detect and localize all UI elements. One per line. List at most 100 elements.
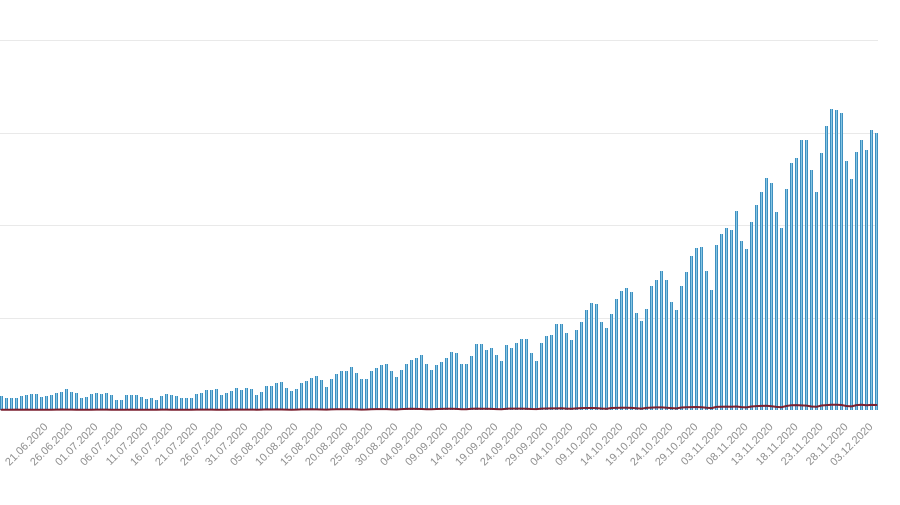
case-bar[interactable] <box>645 309 648 410</box>
case-bar[interactable] <box>530 353 533 410</box>
case-bar[interactable] <box>390 371 393 410</box>
case-bar[interactable] <box>780 228 783 410</box>
case-bar[interactable] <box>835 110 838 410</box>
case-bar[interactable] <box>535 361 538 410</box>
case-bar[interactable] <box>450 352 453 410</box>
case-bar[interactable] <box>0 396 3 410</box>
case-bar[interactable] <box>120 400 123 410</box>
case-bar[interactable] <box>790 163 793 410</box>
case-bar[interactable] <box>720 234 723 410</box>
case-bar[interactable] <box>700 247 703 410</box>
case-bar[interactable] <box>360 379 363 410</box>
case-bar[interactable] <box>750 222 753 410</box>
case-bar[interactable] <box>815 192 818 410</box>
case-bar[interactable] <box>20 396 23 410</box>
case-bar[interactable] <box>190 398 193 410</box>
case-bar[interactable] <box>570 340 573 410</box>
case-bar[interactable] <box>870 130 873 410</box>
case-bar[interactable] <box>350 367 353 410</box>
case-bar[interactable] <box>260 392 263 410</box>
case-bar[interactable] <box>505 345 508 410</box>
case-bar[interactable] <box>375 368 378 410</box>
case-bar[interactable] <box>620 291 623 410</box>
case-bar[interactable] <box>670 302 673 410</box>
case-bar[interactable] <box>15 398 18 410</box>
case-bar[interactable] <box>245 388 248 410</box>
case-bar[interactable] <box>695 248 698 410</box>
case-bar[interactable] <box>140 397 143 410</box>
case-bar[interactable] <box>200 393 203 410</box>
case-bar[interactable] <box>735 211 738 410</box>
case-bar[interactable] <box>840 113 843 410</box>
case-bar[interactable] <box>590 303 593 410</box>
case-bar[interactable] <box>685 272 688 410</box>
case-bar[interactable] <box>170 395 173 410</box>
case-bar[interactable] <box>610 314 613 410</box>
case-bar[interactable] <box>805 140 808 410</box>
case-bar[interactable] <box>165 394 168 410</box>
case-bar[interactable] <box>415 358 418 410</box>
case-bar[interactable] <box>150 398 153 410</box>
case-bar[interactable] <box>515 343 518 410</box>
case-bar[interactable] <box>240 390 243 410</box>
case-bar[interactable] <box>385 364 388 410</box>
case-bar[interactable] <box>135 395 138 410</box>
case-bar[interactable] <box>660 271 663 410</box>
case-bar[interactable] <box>215 389 218 410</box>
case-bar[interactable] <box>460 364 463 410</box>
case-bar[interactable] <box>490 348 493 410</box>
case-bar[interactable] <box>595 304 598 410</box>
case-bar[interactable] <box>510 348 513 410</box>
case-bar[interactable] <box>145 399 148 410</box>
case-bar[interactable] <box>265 386 268 410</box>
case-bar[interactable] <box>310 378 313 410</box>
case-bar[interactable] <box>95 393 98 410</box>
case-bar[interactable] <box>115 400 118 410</box>
case-bar[interactable] <box>90 394 93 410</box>
case-bar[interactable] <box>175 396 178 410</box>
case-bar[interactable] <box>845 161 848 410</box>
case-bar[interactable] <box>85 397 88 410</box>
case-bar[interactable] <box>545 336 548 410</box>
case-bar[interactable] <box>500 361 503 410</box>
case-bar[interactable] <box>355 373 358 410</box>
case-bar[interactable] <box>70 392 73 410</box>
case-bar[interactable] <box>615 299 618 410</box>
case-bar[interactable] <box>580 322 583 410</box>
case-bar[interactable] <box>125 395 128 410</box>
case-bar[interactable] <box>210 390 213 410</box>
case-bar[interactable] <box>525 339 528 410</box>
case-bar[interactable] <box>550 335 553 410</box>
case-bar[interactable] <box>335 374 338 410</box>
case-bar[interactable] <box>575 330 578 410</box>
case-bar[interactable] <box>30 394 33 410</box>
case-bar[interactable] <box>745 249 748 410</box>
case-bar[interactable] <box>565 333 568 410</box>
case-bar[interactable] <box>160 396 163 410</box>
case-bar[interactable] <box>65 389 68 410</box>
case-bar[interactable] <box>425 364 428 410</box>
case-bar[interactable] <box>585 310 588 410</box>
case-bar[interactable] <box>420 355 423 410</box>
case-bar[interactable] <box>470 356 473 410</box>
case-bar[interactable] <box>195 394 198 410</box>
case-bar[interactable] <box>765 178 768 410</box>
case-bar[interactable] <box>110 395 113 410</box>
case-bar[interactable] <box>445 358 448 410</box>
case-bar[interactable] <box>45 396 48 410</box>
case-bar[interactable] <box>455 353 458 410</box>
case-bar[interactable] <box>485 350 488 410</box>
case-bar[interactable] <box>395 377 398 410</box>
case-bar[interactable] <box>255 395 258 410</box>
case-bar[interactable] <box>285 388 288 410</box>
case-bar[interactable] <box>630 292 633 410</box>
case-bar[interactable] <box>80 398 83 410</box>
case-bar[interactable] <box>540 343 543 410</box>
case-bar[interactable] <box>705 271 708 410</box>
case-bar[interactable] <box>220 395 223 410</box>
case-bar[interactable] <box>810 170 813 410</box>
case-bar[interactable] <box>410 360 413 410</box>
case-bar[interactable] <box>225 393 228 410</box>
case-bar[interactable] <box>480 344 483 410</box>
case-bar[interactable] <box>370 371 373 410</box>
